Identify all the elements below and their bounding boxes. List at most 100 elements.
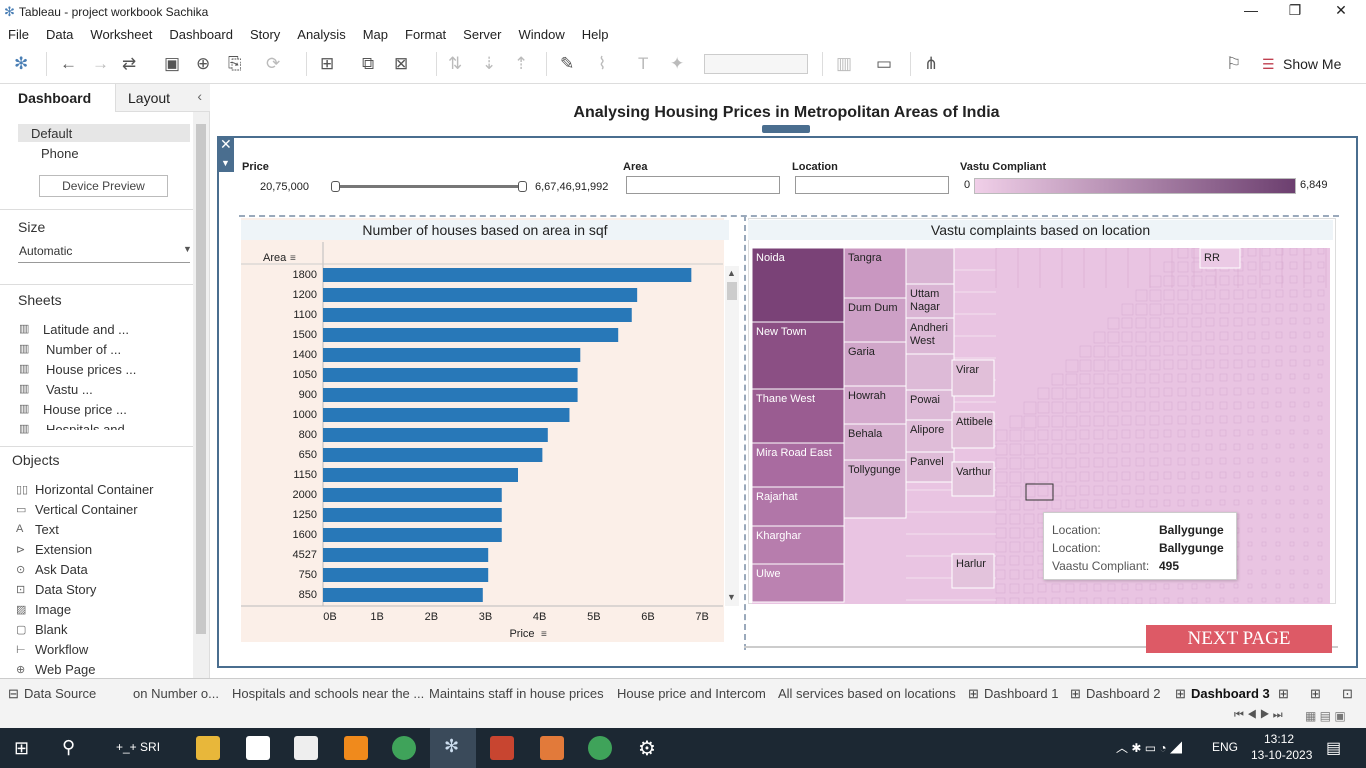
treemap-cell[interactable] [1317, 513, 1323, 519]
bar[interactable] [323, 528, 502, 542]
treemap-cell[interactable] [1149, 597, 1157, 604]
treemap-cell[interactable] [1051, 429, 1063, 441]
treemap-cell[interactable] [1199, 248, 1241, 269]
menu-item-data[interactable]: Data [45, 26, 74, 42]
treemap-cell[interactable] [1135, 373, 1146, 384]
treemap-cell[interactable] [1107, 471, 1118, 482]
object-item[interactable]: Ask Data [35, 562, 88, 577]
treemap-cell[interactable] [1023, 401, 1037, 415]
treemap-cell[interactable] [1009, 499, 1021, 511]
share-icon[interactable]: ⋔ [924, 54, 939, 73]
container-handle[interactable] [762, 125, 810, 133]
treemap-cell[interactable] [1149, 387, 1160, 398]
treemap-cell[interactable] [1079, 429, 1090, 440]
menu-item-file[interactable]: File [8, 26, 29, 42]
treemap-cell[interactable] [1107, 485, 1118, 496]
treemap-cell[interactable] [1289, 513, 1295, 519]
treemap-cell[interactable] [1317, 471, 1323, 477]
treemap-cell[interactable] [1289, 331, 1297, 339]
menu-item-dashboard[interactable]: Dashboard [169, 26, 233, 42]
treemap-cell[interactable] [1205, 597, 1211, 603]
treemap-cell[interactable] [1191, 429, 1200, 438]
treemap-cell[interactable] [1275, 289, 1284, 298]
treemap-cell[interactable] [1079, 485, 1090, 496]
treemap-cell[interactable] [752, 388, 845, 444]
treemap-cell[interactable] [1303, 289, 1312, 298]
sheet-item[interactable]: Number of ... [46, 342, 122, 357]
treemap-cell[interactable] [1107, 429, 1118, 440]
treemap-cell[interactable] [1177, 429, 1186, 438]
treemap-cell[interactable] [1275, 261, 1284, 270]
treemap-cell[interactable] [1009, 527, 1021, 539]
treemap-cell[interactable] [1093, 583, 1102, 592]
treemap-cell[interactable] [1303, 569, 1309, 575]
treemap-cell[interactable] [1205, 359, 1215, 369]
treemap-cell[interactable] [1303, 401, 1310, 408]
treemap-cell[interactable] [1107, 387, 1119, 399]
treemap-cell[interactable] [1261, 261, 1271, 271]
treemap-cell[interactable] [1317, 331, 1324, 338]
treemap-cell[interactable] [1247, 401, 1255, 409]
treemap-cell[interactable] [1289, 373, 1296, 380]
treemap-cell[interactable] [1149, 289, 1162, 302]
treemap-cell[interactable] [905, 419, 955, 453]
treemap-cell[interactable] [1177, 359, 1188, 370]
treemap-cell[interactable] [1275, 415, 1282, 422]
treemap-cell[interactable] [1051, 499, 1062, 510]
tableau-taskbar-icon[interactable]: ✻ [430, 728, 476, 768]
treemap-cell[interactable] [1051, 373, 1064, 386]
treemap-cell[interactable] [1275, 471, 1281, 477]
treemap-cell[interactable] [1065, 415, 1078, 428]
treemap-cell[interactable] [1121, 443, 1131, 453]
treemap-cell[interactable] [1009, 583, 1020, 594]
treemap-cell[interactable] [995, 457, 1008, 470]
bar[interactable] [323, 328, 619, 342]
treemap-cell[interactable] [1037, 429, 1049, 441]
treemap-cell[interactable] [1275, 443, 1281, 449]
treemap-cell[interactable] [1303, 415, 1310, 422]
treemap-cell[interactable] [1289, 583, 1295, 589]
treemap-cell[interactable] [995, 485, 1008, 498]
treemap-cell[interactable] [1135, 331, 1147, 343]
size-dropdown[interactable]: Automatic [19, 244, 73, 258]
treemap-cell[interactable] [995, 569, 1006, 580]
treemap-cell[interactable] [995, 555, 1006, 566]
treemap-cell[interactable] [1247, 457, 1254, 464]
treemap-cell[interactable] [1205, 471, 1213, 479]
treemap-cell[interactable] [1051, 597, 1061, 604]
chrome-icon-2[interactable] [588, 736, 612, 760]
treemap-cell[interactable] [1065, 359, 1079, 373]
treemap-cell[interactable] [1317, 499, 1323, 505]
treemap-cell[interactable] [1247, 331, 1256, 340]
vlc-icon[interactable] [344, 736, 368, 760]
treemap-cell[interactable] [1149, 471, 1159, 481]
treemap-cell[interactable] [1275, 541, 1281, 547]
treemap-cell[interactable] [1121, 429, 1131, 439]
treemap-cell[interactable] [1317, 415, 1323, 421]
treemap-cell[interactable] [1303, 583, 1309, 589]
treemap-cell[interactable] [1079, 373, 1091, 385]
fit-dropdown[interactable] [704, 54, 808, 74]
refresh-icon[interactable]: ⟳ [266, 54, 281, 73]
treemap-cell[interactable] [1289, 248, 1298, 256]
treemap-cell[interactable] [1149, 485, 1159, 495]
treemap-cell[interactable] [1037, 485, 1049, 497]
treemap-cell[interactable] [1093, 471, 1104, 482]
treemap-cell[interactable] [1121, 401, 1132, 412]
treemap-cell[interactable] [843, 248, 907, 299]
minimize-icon[interactable]: — [1244, 2, 1258, 18]
treemap-cell[interactable] [1065, 387, 1078, 400]
treemap-cell[interactable] [1275, 429, 1281, 435]
treemap-cell[interactable] [1037, 387, 1050, 400]
treemap-cell[interactable] [1177, 289, 1189, 301]
treemap-cell[interactable] [995, 429, 1008, 442]
treemap-cell[interactable] [1051, 485, 1063, 497]
treemap-cell[interactable] [1009, 569, 1020, 580]
treemap-cell[interactable] [1317, 289, 1325, 297]
treemap-cell[interactable] [1163, 597, 1170, 604]
treemap-cell[interactable] [1177, 248, 1189, 259]
treemap-cell[interactable] [1009, 429, 1022, 442]
treemap-cell[interactable] [1093, 429, 1104, 440]
treemap-cell[interactable] [1121, 457, 1131, 467]
treemap-cell[interactable] [1289, 471, 1295, 477]
